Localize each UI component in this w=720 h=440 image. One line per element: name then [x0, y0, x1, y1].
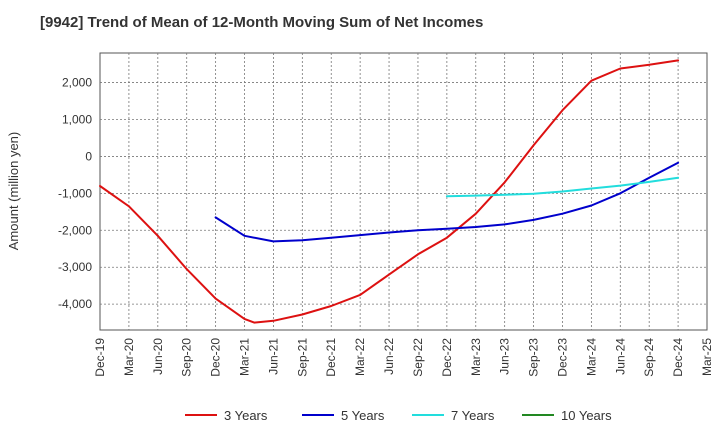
x-tick-label: Mar-20	[122, 338, 136, 376]
x-tick-label: Mar-23	[469, 338, 483, 376]
x-tick-label: Dec-21	[324, 338, 338, 377]
x-tick-label: Jun-20	[151, 338, 165, 375]
legend: 3 Years 5 Years 7 Years 10 Years	[185, 408, 612, 423]
legend-label-5-years: 5 Years	[341, 408, 385, 423]
legend-label-7-years: 7 Years	[451, 408, 495, 423]
plot-area	[99, 52, 708, 331]
y-tick-label: -4,000	[58, 297, 92, 311]
x-tick-label: Dec-22	[440, 338, 454, 377]
x-tick-label: Mar-24	[584, 338, 598, 376]
x-tick-label: Mar-22	[353, 338, 367, 376]
x-tick-label: Dec-20	[209, 338, 223, 377]
legend-label-3-years: 3 Years	[224, 408, 268, 423]
y-tick-label: -1,000	[58, 186, 92, 200]
x-tick-label: Dec-24	[671, 338, 685, 377]
x-tick-label: Jun-23	[498, 338, 512, 375]
series-lines	[99, 59, 680, 324]
x-tick-label: Jun-22	[382, 338, 396, 375]
y-axis-ticks: 2,000 1,000 0 -1,000 -2,000 -3,000 -4,000	[58, 76, 92, 312]
y-axis-title: Amount (million yen)	[6, 132, 21, 251]
y-tick-label: 0	[85, 149, 92, 163]
series-line-5-years	[214, 161, 680, 243]
grid-lines	[100, 53, 707, 330]
y-tick-label: -2,000	[58, 223, 92, 237]
legend-label-10-years: 10 Years	[561, 408, 612, 423]
x-tick-label: Dec-23	[555, 338, 569, 377]
x-tick-label: Mar-21	[238, 338, 252, 376]
x-tick-label: Sep-21	[295, 338, 309, 377]
x-tick-label: Jun-21	[266, 338, 280, 375]
x-tick-label: Dec-19	[93, 338, 107, 377]
series-line-7-years	[445, 176, 680, 198]
x-tick-label: Sep-24	[642, 338, 656, 377]
x-tick-label: Mar-25	[700, 338, 714, 376]
y-tick-label: 2,000	[62, 76, 92, 90]
x-tick-label: Jun-24	[613, 338, 627, 375]
y-tick-label: 1,000	[62, 112, 92, 126]
chart-title: [9942] Trend of Mean of 12-Month Moving …	[40, 14, 484, 31]
x-tick-label: Sep-23	[527, 338, 541, 377]
x-tick-label: Sep-20	[180, 338, 194, 377]
x-tick-label: Sep-22	[411, 338, 425, 377]
series-line-3-years	[99, 59, 680, 324]
x-axis-ticks: Dec-19 Mar-20 Jun-20 Sep-20 Dec-20 Mar-21 Jun-…	[93, 338, 714, 377]
y-tick-label: -3,000	[58, 260, 92, 274]
